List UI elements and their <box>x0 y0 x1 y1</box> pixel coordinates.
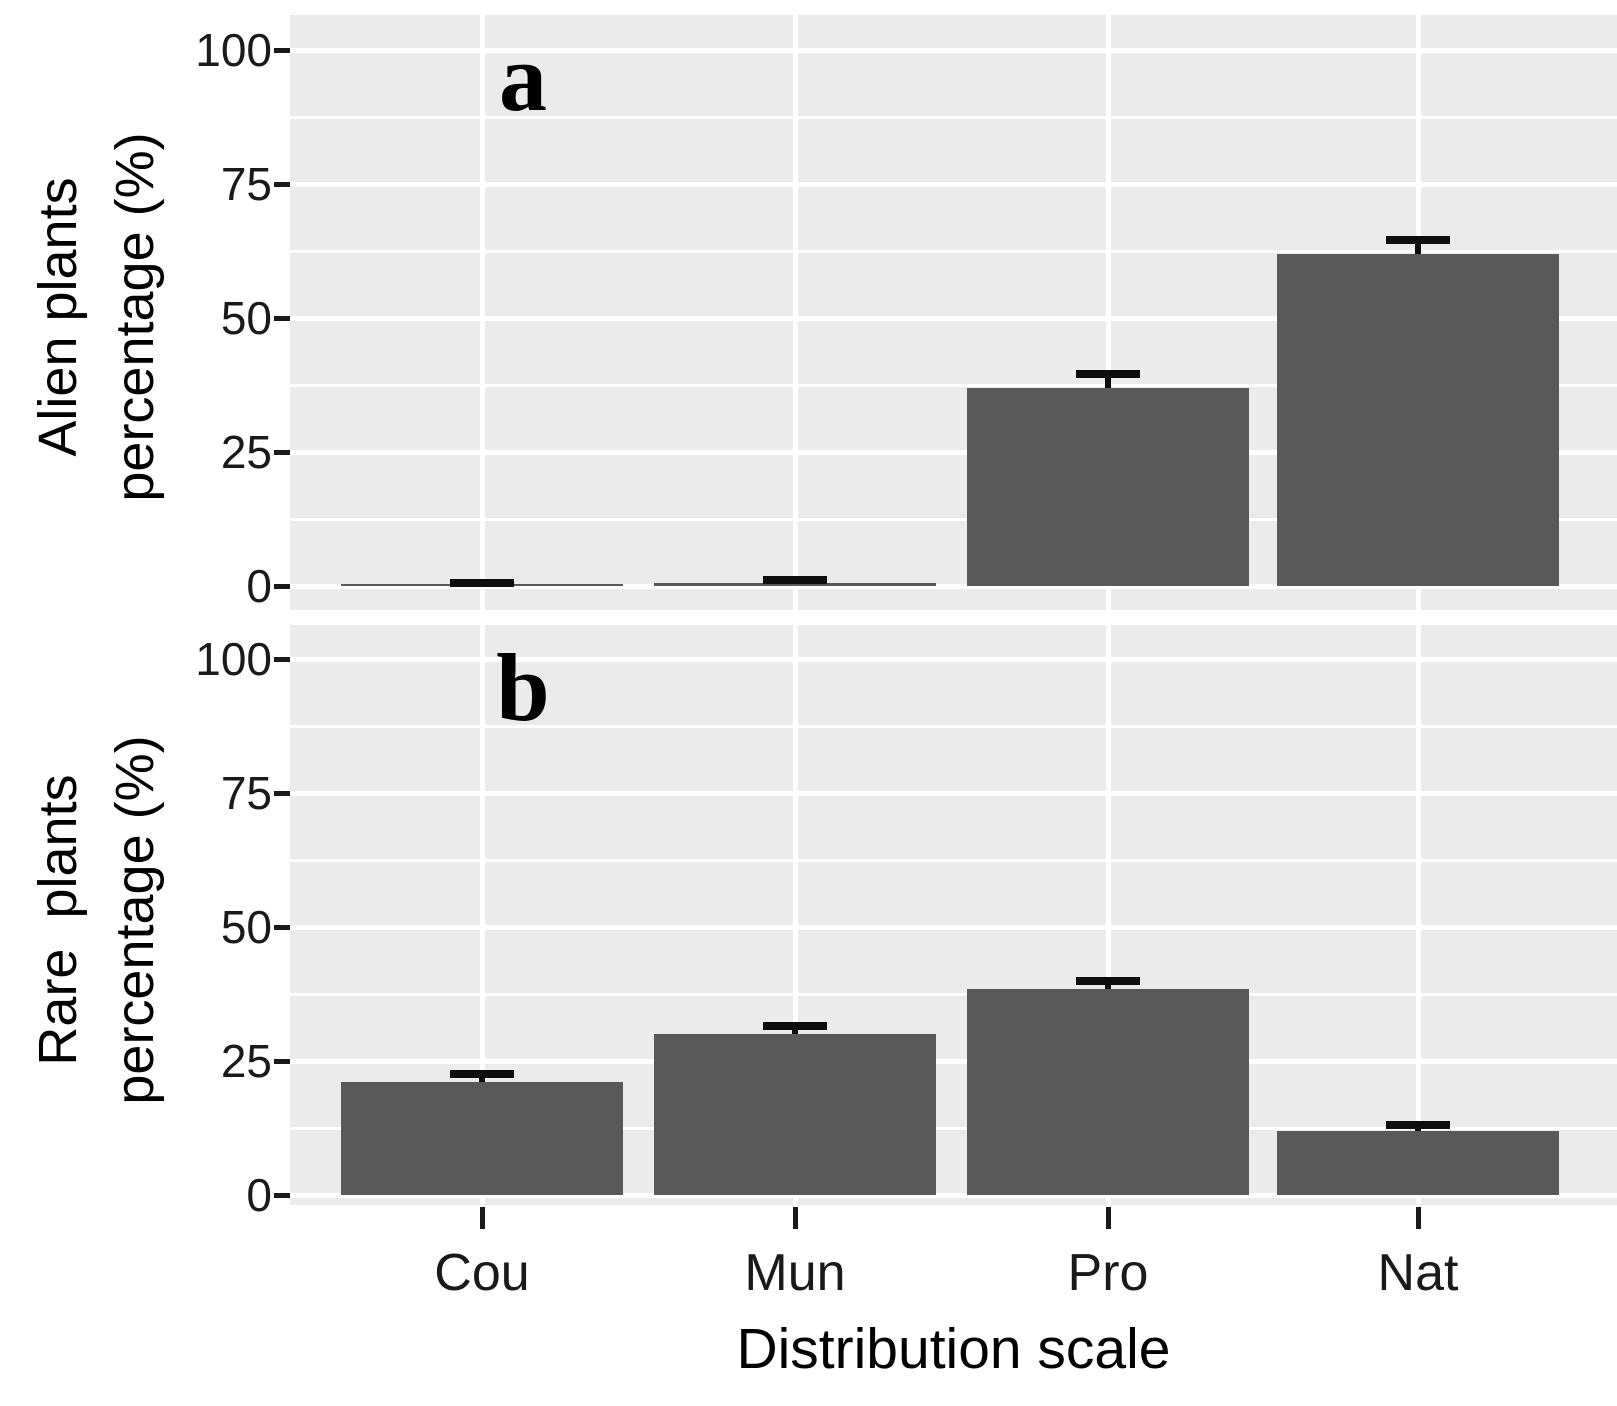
category-gridline <box>1105 625 1111 1205</box>
minor-gridline <box>290 1126 1617 1130</box>
x-tick <box>792 1207 798 1229</box>
y-tick <box>274 449 290 455</box>
minor-gridline <box>290 383 1617 387</box>
error-bar-cap-nat <box>1386 236 1450 245</box>
x-tick <box>1105 1207 1111 1229</box>
y-tick <box>274 315 290 321</box>
y-tick-label: 0 <box>246 1169 272 1221</box>
y-tick-label: 100 <box>195 24 272 76</box>
major-gridline <box>290 315 1617 321</box>
y-tick-label: 75 <box>220 158 272 210</box>
y-tick <box>274 656 290 662</box>
x-tick-label-nat: Nat <box>1377 1244 1459 1302</box>
error-bar-cap-nat <box>1386 1121 1450 1130</box>
bar-mun <box>654 1034 936 1195</box>
minor-gridline <box>290 724 1617 728</box>
x-tick-label-cou: Cou <box>434 1244 530 1302</box>
category-gridline <box>479 625 485 1205</box>
panel-a-plot-area <box>290 15 1617 610</box>
y-tick-label: 50 <box>220 901 272 953</box>
x-tick <box>1415 1207 1421 1229</box>
x-tick-label-pro: Pro <box>1067 1244 1149 1302</box>
category-gridline <box>1105 15 1111 610</box>
panel-letter-a: a <box>499 24 547 131</box>
minor-gridline <box>290 517 1617 521</box>
error-bar-stem-cou <box>479 1074 485 1083</box>
y-tick <box>274 790 290 796</box>
minor-gridline <box>290 115 1617 119</box>
y-tick-label: 0 <box>246 560 272 612</box>
bar-mun <box>654 582 936 586</box>
error-bar-cap-pro <box>1076 976 1140 985</box>
category-gridline <box>1415 625 1421 1205</box>
major-gridline <box>290 1058 1617 1064</box>
x-axis-title: Distribution scale <box>736 1317 1171 1381</box>
bar-pro <box>967 387 1249 586</box>
major-gridline <box>290 790 1617 796</box>
y-tick-label: 50 <box>220 292 272 344</box>
x-tick-label-mun: Mun <box>744 1244 846 1302</box>
y-tick <box>274 583 290 589</box>
major-gridline <box>290 449 1617 455</box>
major-gridline <box>290 181 1617 187</box>
x-tick <box>479 1207 485 1229</box>
panel-letter-b: b <box>496 634 550 741</box>
y-tick <box>274 924 290 930</box>
y-tick-label: 25 <box>220 426 272 478</box>
category-gridline <box>479 15 485 610</box>
y-tick <box>274 1192 290 1198</box>
major-gridline <box>290 583 1617 589</box>
error-bar-cap-cou <box>450 579 514 588</box>
y-tick-label: 75 <box>220 767 272 819</box>
error-bar-cap-mun <box>763 576 827 585</box>
minor-gridline <box>290 249 1617 253</box>
error-bar-stem-pro <box>1105 980 1111 989</box>
error-bar-stem-mun <box>792 1026 798 1035</box>
bar-nat <box>1277 253 1559 586</box>
y-tick-label: 25 <box>220 1035 272 1087</box>
minor-gridline <box>290 992 1617 996</box>
error-bar-cap-cou <box>450 1070 514 1079</box>
category-gridline <box>792 625 798 1205</box>
error-bar-stem-pro <box>1105 374 1111 388</box>
error-bar-cap-pro <box>1076 370 1140 379</box>
panel-b-plot-area <box>290 625 1617 1205</box>
y-tick <box>274 1058 290 1064</box>
category-gridline <box>792 15 798 610</box>
bar-nat <box>1277 1130 1559 1195</box>
major-gridline <box>290 47 1617 53</box>
bar-cou <box>341 1082 623 1195</box>
minor-gridline <box>290 858 1617 862</box>
error-bar-stem-nat <box>1415 240 1421 254</box>
major-gridline <box>290 656 1617 662</box>
y-tick <box>274 47 290 53</box>
y-tick-label: 100 <box>195 633 272 685</box>
bar-pro <box>967 988 1249 1195</box>
major-gridline <box>290 1192 1617 1198</box>
error-bar-cap-mun <box>763 1022 827 1031</box>
major-gridline <box>290 924 1617 930</box>
y-tick <box>274 181 290 187</box>
